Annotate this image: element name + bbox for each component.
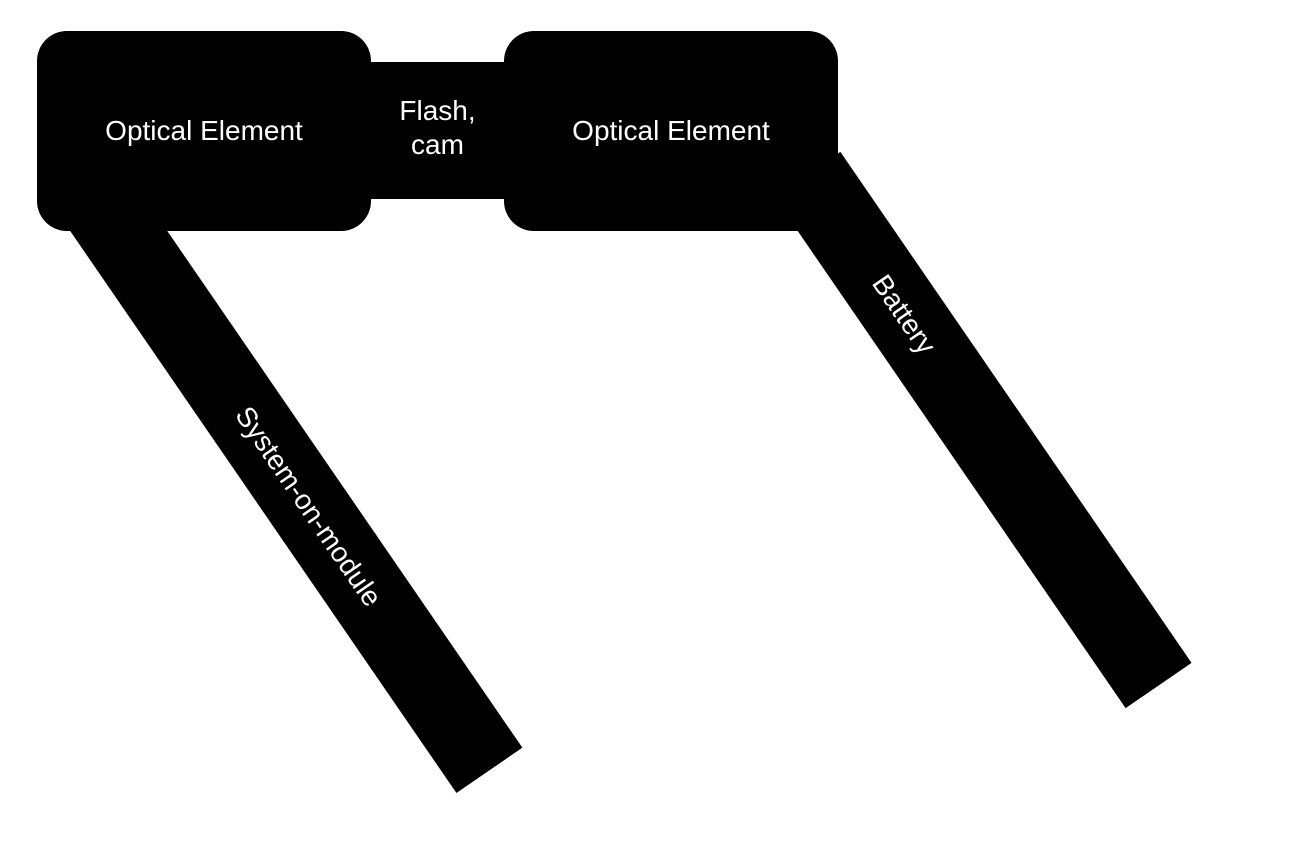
battery-arm: Battery (774, 151, 1192, 709)
flash-cam-label: Flash, cam (383, 94, 493, 162)
system-on-module-label: System-on-module (229, 400, 388, 612)
optical-element-right: Optical Element (504, 31, 838, 231)
battery-label: Battery (866, 269, 943, 360)
flash-cam-block: Flash, cam (371, 62, 504, 199)
optical-element-right-label: Optical Element (572, 115, 770, 146)
optical-element-left-label: Optical Element (105, 115, 303, 146)
flash-cam-line1: Flash, (399, 94, 476, 126)
system-on-module-arm: System-on-module (65, 179, 523, 793)
optical-element-left: Optical Element (37, 31, 371, 231)
flash-cam-line2: cam (411, 128, 464, 160)
